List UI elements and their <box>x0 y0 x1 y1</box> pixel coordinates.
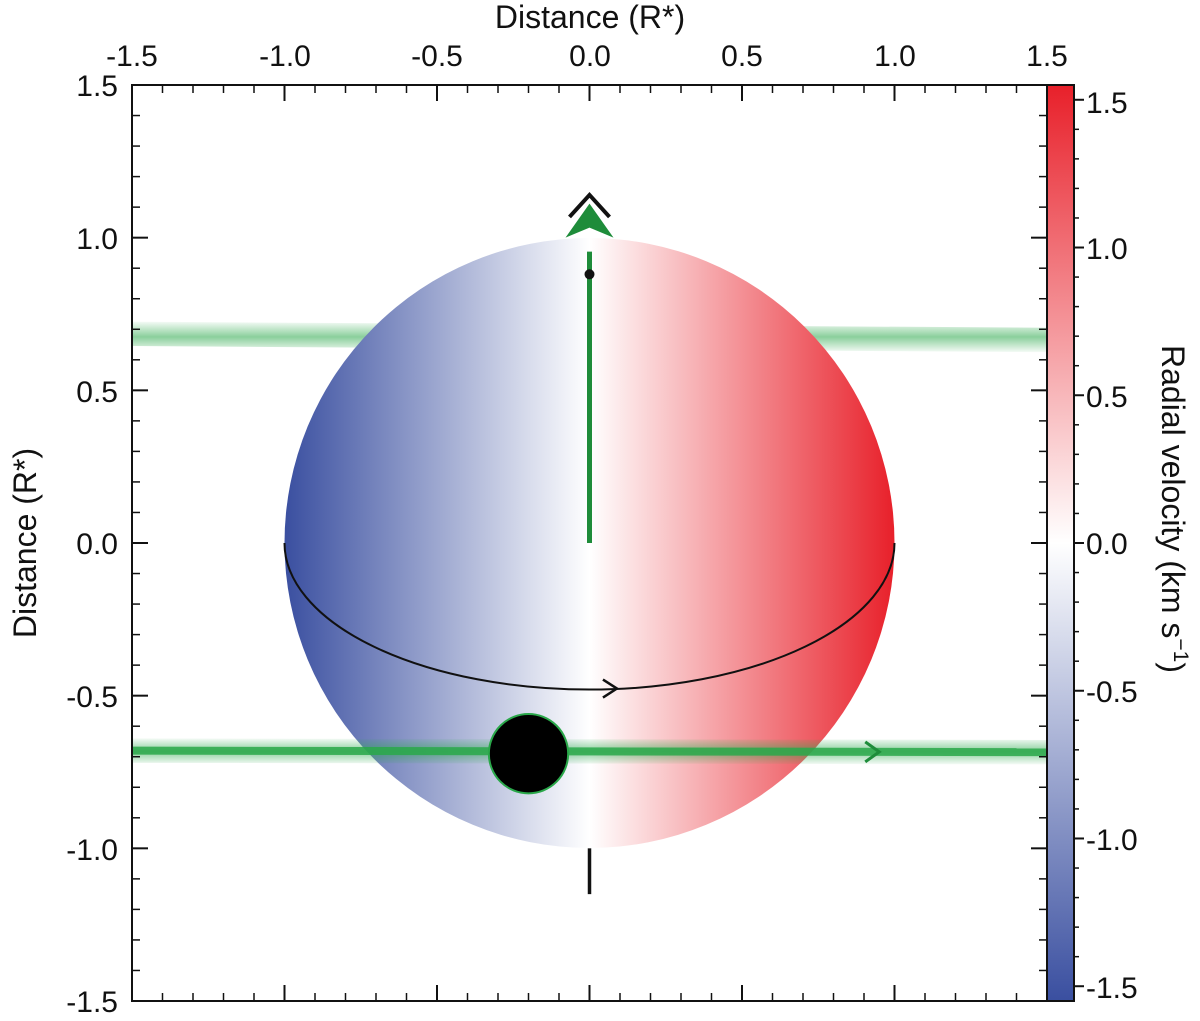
top-tick-label: -1.0 <box>259 40 311 73</box>
right-axis-ticks <box>1031 84 1047 1002</box>
top-tick-label: -1.5 <box>106 40 158 73</box>
top-tick-label: -0.5 <box>411 40 463 73</box>
top-tick-label: 1.0 <box>874 40 916 73</box>
colorbar-tick-label: -1.5 <box>1086 972 1138 1005</box>
left-axis-title: Distance (R*) <box>7 448 43 638</box>
colorbar-tick-label: -1.0 <box>1086 824 1138 857</box>
transit-chord-line <box>132 746 1047 757</box>
colorbar-tick-label: 0.0 <box>1086 528 1128 561</box>
top-tick-label: 1.5 <box>1026 40 1068 73</box>
colorbar-tick-labels: 1.5 1.0 0.5 0.0 -0.5 -1.0 -1.5 <box>1086 87 1138 1005</box>
top-axis-ticks <box>131 85 1048 101</box>
bottom-axis-ticks <box>131 985 1048 1001</box>
left-tick-label: 0.0 <box>76 528 118 561</box>
projected-axis-top-arrowhead <box>568 191 611 219</box>
spin-axis-dot <box>584 269 595 280</box>
colorbar-tick-label: 0.5 <box>1086 381 1128 414</box>
colorbar <box>1046 84 1075 1002</box>
rotation-direction-arrow <box>602 678 620 699</box>
colorbar-tick-label: 1.0 <box>1086 233 1128 266</box>
left-tick-label: 1.5 <box>76 70 118 103</box>
stellar-equator <box>283 542 896 691</box>
left-tick-label: -1.5 <box>66 986 118 1019</box>
left-axis-ticks <box>132 84 148 1002</box>
left-tick-label: -1.0 <box>66 834 118 867</box>
top-axis-title: Distance (R*) <box>495 0 685 35</box>
left-tick-label: 0.5 <box>76 376 118 409</box>
spin-axis-arrowhead <box>565 203 614 238</box>
colorbar-tick-label: 1.5 <box>1086 87 1128 120</box>
colorbar-tick-label: -0.5 <box>1086 676 1138 709</box>
colorbar-title: Radial velocity (km s−1) <box>1155 345 1192 673</box>
left-tick-label: 1.0 <box>76 223 118 256</box>
top-tick-label: 0.0 <box>569 40 611 73</box>
top-axis-tick-labels: -1.5 -1.0 -0.5 0.0 0.5 1.0 1.5 <box>106 40 1068 73</box>
plot-area <box>132 191 1047 895</box>
left-tick-label: -0.5 <box>66 681 118 714</box>
planet-disk <box>487 713 570 795</box>
transit-direction-arrow <box>864 740 882 764</box>
top-tick-label: 0.5 <box>721 40 763 73</box>
colorbar-ticks <box>1074 98 1084 988</box>
left-axis-tick-labels: 1.5 1.0 0.5 0.0 -0.5 -1.0 -1.5 <box>66 70 118 1019</box>
